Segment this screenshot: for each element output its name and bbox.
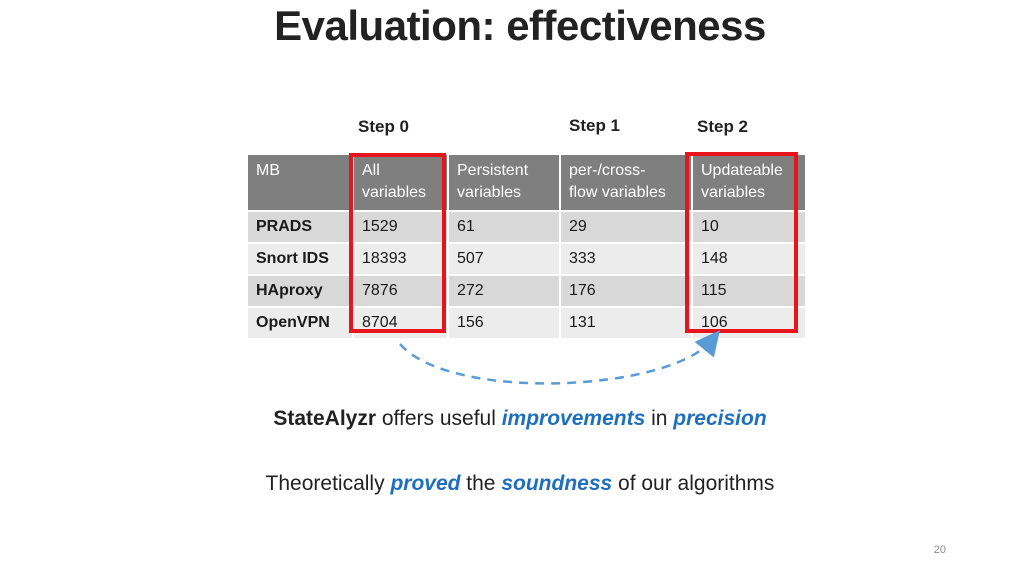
emphasis-precision: precision (673, 407, 767, 430)
table-header-row: MB All variables Persistent variables per-… (248, 155, 807, 212)
emphasis-improvements: improvements (501, 407, 646, 430)
cell-all: 7876 (354, 276, 449, 308)
cell-all: 1529 (354, 212, 449, 244)
header-persistent-variables: Persistent variables (449, 155, 561, 212)
step-2-label: Step 2 (697, 117, 749, 136)
cell-flow: 333 (561, 244, 693, 276)
step-2-highlight-box (685, 152, 798, 333)
cell-persistent: 156 (449, 308, 561, 340)
step-1-label: Step 1 (569, 116, 621, 135)
cell-flow: 131 (561, 308, 693, 340)
page-number: 20 (933, 544, 946, 556)
statement-soundness: Theoretically proved the soundness of ou… (265, 472, 775, 495)
emphasis-soundness: soundness (501, 472, 613, 495)
table-row: Snort IDS 18393 507 333 148 (248, 244, 807, 276)
step-0-highlight-box (349, 153, 446, 333)
table-row: PRADS 1529 61 29 10 (248, 212, 807, 244)
tool-name: StateAlyzr (273, 407, 377, 430)
slide-title: Evaluation: effectiveness (274, 2, 766, 49)
table-row: HAproxy 7876 272 176 115 (248, 276, 807, 308)
cell-persistent: 61 (449, 212, 561, 244)
cell-persistent: 507 (449, 244, 561, 276)
cell-updateable: 10 (693, 212, 807, 244)
cell-flow: 176 (561, 276, 693, 308)
cell-all: 18393 (354, 244, 449, 276)
row-name: OpenVPN (248, 308, 354, 340)
row-name: Snort IDS (248, 244, 354, 276)
cell-updateable: 148 (693, 244, 807, 276)
statement-precision: StateAlyzr offers useful improvements in… (273, 407, 767, 430)
row-name: PRADS (248, 212, 354, 244)
emphasis-proved: proved (390, 472, 461, 495)
header-updateable-variables: Updateable variables (693, 155, 807, 212)
header-all-variables: All variables (354, 155, 449, 212)
row-name: HAproxy (248, 276, 354, 308)
cell-all: 8704 (354, 308, 449, 340)
step-0-label: Step 0 (358, 117, 410, 136)
header-mb: MB (248, 155, 354, 212)
cell-updateable: 115 (693, 276, 807, 308)
cell-flow: 29 (561, 212, 693, 244)
header-flow-variables: per-/cross-flow variables (561, 155, 693, 212)
cell-persistent: 272 (449, 276, 561, 308)
